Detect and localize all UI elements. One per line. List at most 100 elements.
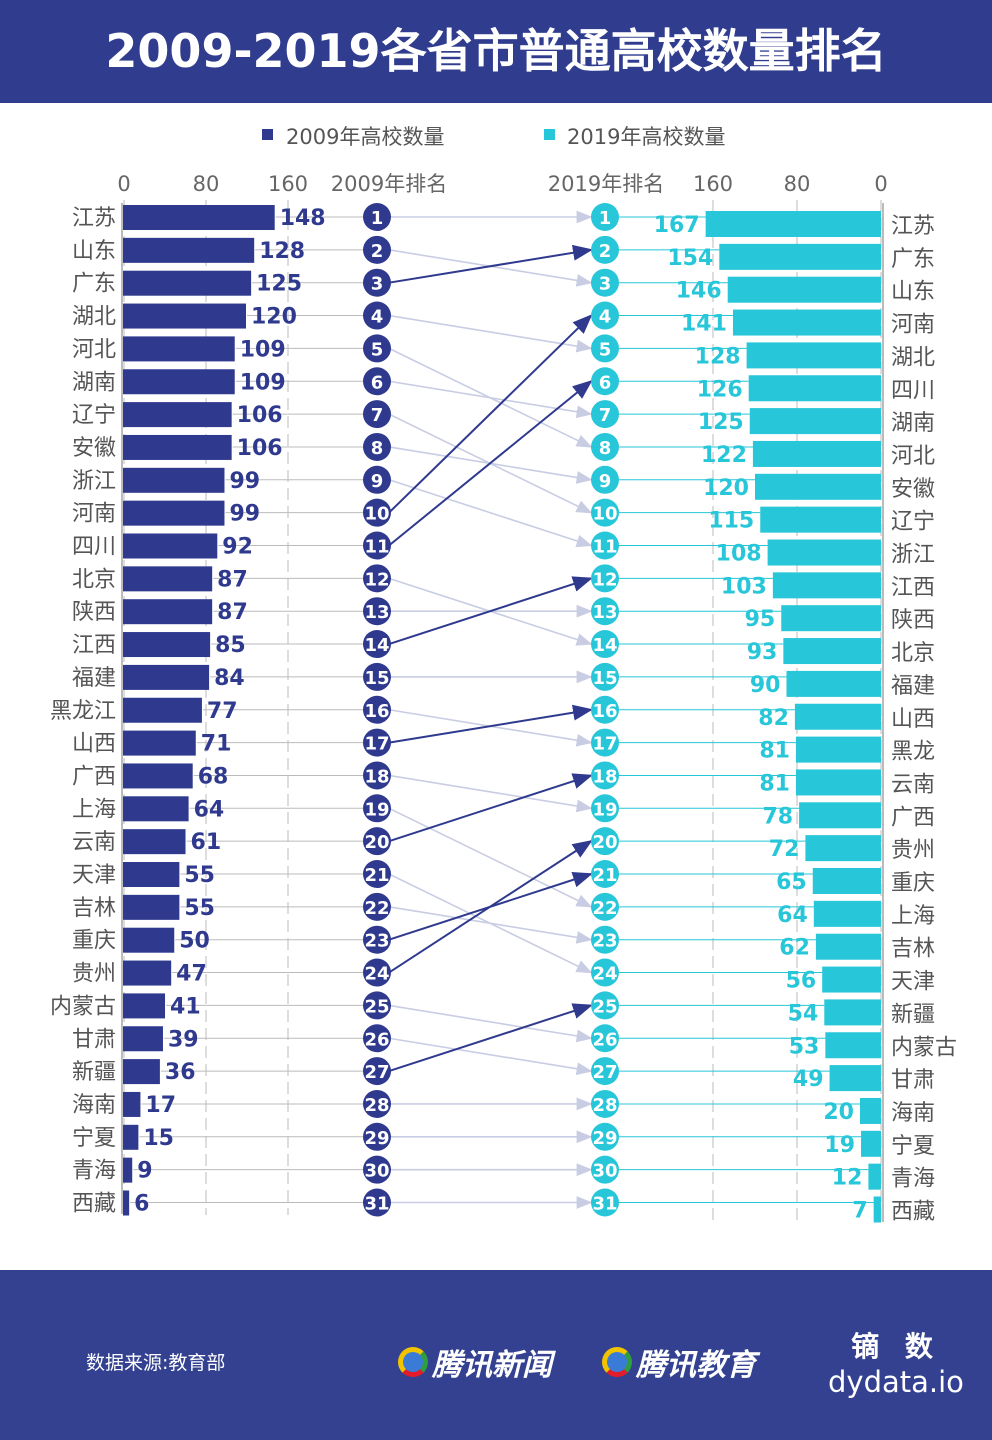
province-label-2019: 广东 [891, 247, 935, 272]
data-label-2009: 84 [214, 666, 245, 691]
province-label-2019: 河北 [891, 444, 935, 469]
data-label-2009: 39 [168, 1027, 199, 1052]
rank-circle-2009 [363, 630, 391, 659]
rank-circle-2009 [363, 1155, 391, 1184]
rank-circle-2009 [363, 662, 391, 691]
footer: 数据来源:教育部 腾讯新闻 腾讯教育 镝 数 dydata.io [0, 1270, 992, 1440]
province-label-2019: 河南 [891, 313, 935, 338]
bar-2019 [815, 933, 881, 960]
bar-2019 [732, 309, 881, 336]
rank-number-2019: 2 [599, 241, 612, 262]
rank-number-2019: 19 [592, 799, 617, 820]
data-label-2009: 120 [251, 305, 297, 330]
province-label-2009: 青海 [72, 1159, 116, 1184]
rank-change-arrow [388, 906, 593, 944]
rank-number-2009: 25 [364, 996, 389, 1017]
rank-number-2009: 18 [364, 766, 389, 787]
data-label-2009: 87 [217, 600, 248, 625]
data-label-2009: 109 [240, 337, 286, 362]
bar-2019 [794, 703, 881, 730]
rank-circle-2019 [591, 465, 619, 494]
bar-2019 [799, 802, 881, 829]
bar-2019 [786, 670, 881, 697]
x-tick-label-right: 80 [784, 172, 811, 196]
rank-circle-2009 [363, 531, 391, 560]
bar-2009 [123, 566, 213, 592]
rank-number-2019: 24 [592, 964, 617, 985]
data-label-2009: 128 [259, 239, 305, 264]
data-label-2019: 54 [788, 1001, 819, 1026]
data-label-2009: 109 [240, 370, 286, 395]
province-label-2019: 西藏 [891, 1200, 935, 1225]
rank-change-arrow [388, 840, 593, 974]
rank-number-2019: 12 [592, 569, 617, 590]
bar-2019 [719, 243, 881, 270]
data-label-2019: 49 [793, 1067, 824, 1092]
province-label-2019: 新疆 [891, 1002, 935, 1027]
rank-circle-2019 [591, 794, 619, 823]
data-label-2009: 106 [237, 436, 283, 461]
data-label-2019: 19 [824, 1133, 855, 1158]
bar-2009 [123, 829, 186, 855]
province-label-2009: 西藏 [72, 1192, 116, 1217]
bar-2009 [123, 1190, 130, 1216]
bar-2019 [813, 900, 881, 927]
bar-2009 [123, 796, 189, 822]
bar-2009 [123, 960, 172, 986]
bar-2009 [123, 632, 211, 658]
bar-2009 [123, 402, 232, 428]
data-label-2019: 56 [786, 969, 817, 994]
province-label-2009: 新疆 [72, 1060, 116, 1085]
rank-number-2019: 18 [592, 766, 617, 787]
province-label-2009: 福建 [72, 666, 116, 691]
rank-circle-2019 [591, 1155, 619, 1184]
rank-number-2009: 15 [364, 668, 389, 689]
rank-circle-2019 [591, 203, 619, 231]
rank-circle-2009 [363, 432, 391, 461]
rank-circle-2019 [591, 432, 619, 461]
data-label-2019: 115 [708, 509, 754, 534]
data-label-2009: 99 [229, 469, 260, 494]
rank-number-2019: 15 [592, 668, 617, 689]
rank-number-2009: 7 [371, 405, 384, 426]
bar-2009 [123, 697, 202, 723]
province-label-2019: 浙江 [891, 543, 935, 568]
rank-number-2009: 14 [364, 635, 389, 656]
rank-circle-2019 [591, 531, 619, 560]
tencent-logo-icon [602, 1347, 632, 1377]
province-label-2009: 湖南 [72, 370, 116, 395]
bar-2009 [123, 1124, 139, 1150]
province-label-2019: 内蒙古 [891, 1035, 957, 1060]
rank-number-2009: 30 [364, 1161, 389, 1182]
data-label-2009: 64 [194, 797, 225, 822]
rank-number-2009: 22 [364, 898, 389, 919]
rank-number-2019: 11 [592, 537, 617, 558]
data-label-2009: 92 [222, 535, 253, 560]
province-label-2009: 云南 [72, 830, 116, 855]
province-label-2009: 安徽 [72, 436, 116, 461]
rank-circle-2009 [363, 827, 391, 856]
data-label-2009: 87 [217, 567, 248, 592]
rank-number-2009: 29 [364, 1128, 389, 1149]
rank-number-2019: 25 [592, 996, 617, 1017]
rank-circle-2009 [363, 1188, 391, 1217]
data-label-2019: 12 [832, 1166, 863, 1191]
data-label-2019: 7 [852, 1199, 867, 1224]
province-label-2019: 广西 [891, 805, 935, 830]
data-label-2019: 146 [676, 279, 722, 304]
rank-number-2009: 21 [364, 865, 389, 886]
rank-circle-2019 [591, 301, 619, 330]
province-label-2019: 湖北 [891, 345, 935, 370]
rank-circle-2019 [591, 827, 619, 856]
bar-2019 [705, 211, 881, 237]
bar-2009 [123, 1157, 133, 1183]
rank-number-2009: 26 [364, 1029, 389, 1050]
rank-number-2009: 23 [364, 931, 389, 952]
rank-number-2019: 4 [599, 307, 612, 328]
rank-change-arrow [388, 807, 593, 908]
rank-circle-2019 [591, 597, 619, 626]
province-label-2009: 河南 [72, 502, 116, 527]
data-label-2009: 99 [229, 502, 260, 527]
data-label-2009: 50 [179, 929, 210, 954]
logo-text: 腾讯新闻 [432, 1348, 552, 1383]
